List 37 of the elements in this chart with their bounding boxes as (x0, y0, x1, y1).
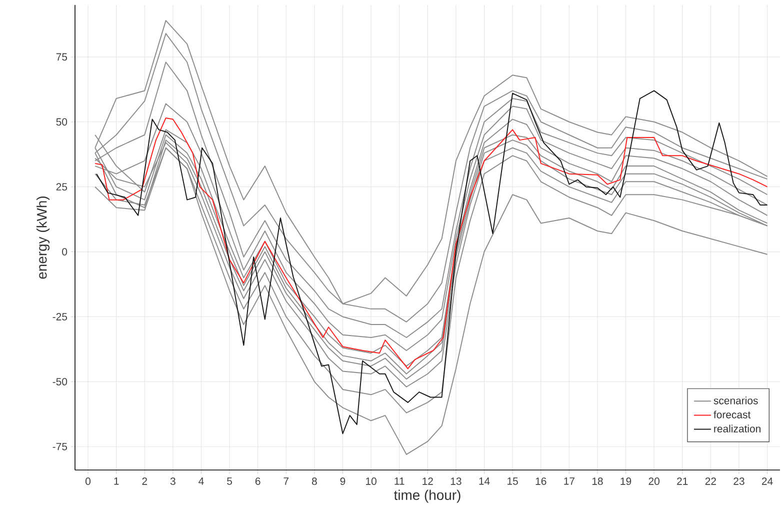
x-tick-label: 20 (648, 478, 660, 485)
x-tick-label: 17 (564, 478, 574, 485)
x-axis-title: time (hour) (394, 490, 460, 503)
legend-label: forecast (714, 410, 751, 418)
y-axis-title: energy (kWh) (36, 196, 50, 279)
x-tick-label: 22 (705, 478, 716, 485)
x-tick-label: 10 (366, 478, 376, 485)
y-tick-label: 50 (56, 118, 68, 126)
x-tick-label: 9 (340, 478, 346, 485)
x-tick-label: 3 (170, 478, 176, 485)
legend-label: realization (714, 424, 760, 432)
y-tick-label: 25 (56, 183, 68, 191)
x-tick-label: 24 (762, 478, 773, 485)
x-tick-label: 13 (450, 478, 462, 485)
x-tick-label: 21 (677, 478, 688, 485)
x-tick-label: 1 (114, 478, 119, 485)
x-tick-label: 6 (255, 478, 260, 485)
x-tick-label: 16 (536, 478, 546, 485)
y-tick-label: -75 (52, 442, 68, 450)
legend-label: scenarios (714, 396, 758, 404)
x-tick-label: 2 (142, 478, 147, 485)
x-tick-label: 15 (508, 478, 518, 485)
x-tick-label: 7 (284, 478, 289, 485)
x-tick-label: 8 (312, 478, 317, 485)
x-tick-label: 11 (394, 478, 404, 485)
x-tick-label: 0 (86, 478, 91, 485)
x-tick-label: 19 (620, 478, 632, 485)
y-tick-label: -50 (52, 378, 68, 386)
y-tick-label: 75 (56, 53, 68, 61)
x-tick-label: 14 (479, 478, 490, 485)
y-tick-label: 0 (62, 248, 68, 256)
x-tick-label: 12 (422, 478, 433, 485)
x-tick-label: 23 (734, 478, 744, 485)
x-tick-label: 4 (198, 478, 204, 485)
x-tick-label: 5 (227, 478, 232, 485)
x-tick-label: 18 (592, 478, 603, 485)
y-tick-label: -25 (52, 313, 68, 320)
